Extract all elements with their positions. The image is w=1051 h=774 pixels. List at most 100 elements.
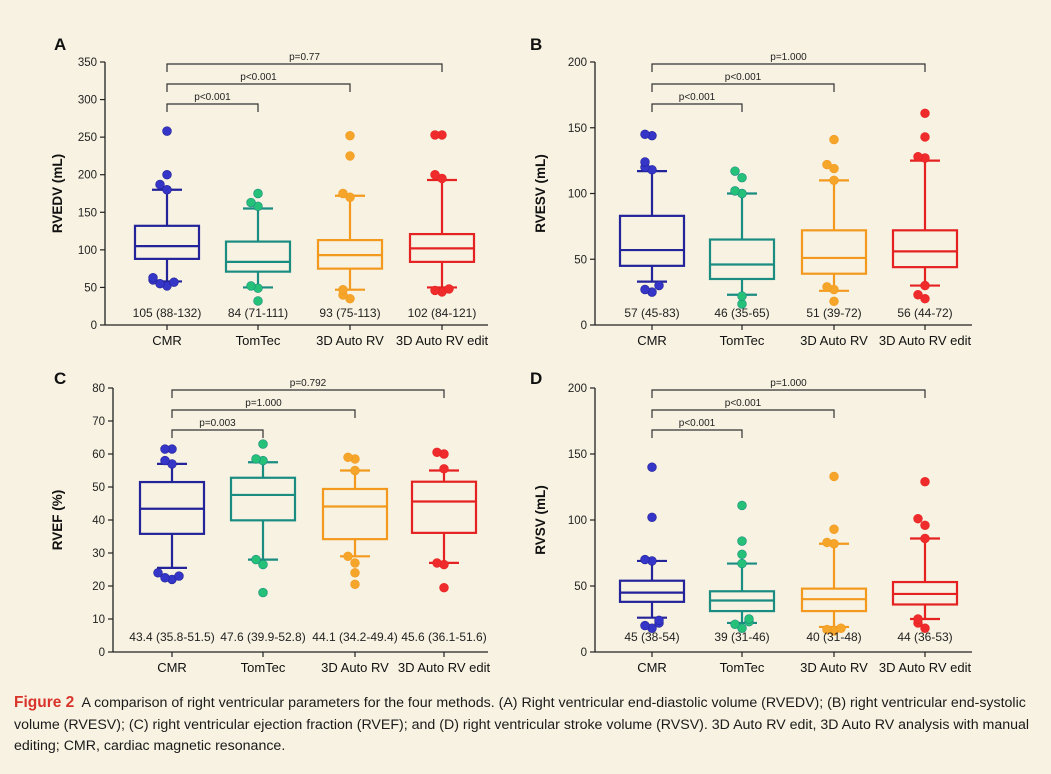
outlier-point [640, 284, 650, 295]
outlier-point [920, 280, 930, 291]
box-3d-auto-rv: 93 (75-113) [316, 130, 384, 320]
x-tick-label: 3D Auto RV edit [879, 660, 972, 675]
outlier-point [737, 549, 747, 560]
box-3d-auto-rv-edit: 45.6 (36.1-51.6) [401, 447, 487, 644]
outlier-point [913, 513, 923, 524]
outlier-point [439, 464, 449, 474]
box-tomtec: 46 (35-65) [708, 166, 776, 320]
y-tick-label: 150 [568, 123, 587, 135]
box-3d-auto-rv: 51 (39-72) [800, 134, 868, 320]
outlier-point [155, 179, 165, 190]
y-tick-label: 150 [568, 449, 587, 461]
box-iqr [224, 240, 292, 273]
box-3d-auto-rv-edit: 56 (44-72) [891, 108, 959, 320]
y-tick-label: 60 [92, 449, 105, 461]
x-tick-label: TomTec [241, 660, 286, 675]
summary-label: 45.6 (36.1-51.6) [401, 630, 486, 644]
y-tick-label: 200 [568, 383, 587, 395]
panel-a: A 0 50 100 150 200 250 300 350 RVEDV (mL) CMR TomTe… [50, 35, 489, 348]
outlier-point [430, 170, 440, 180]
summary-label: 39 (31-46) [714, 630, 769, 644]
outlier-point [640, 554, 650, 565]
outlier-point [350, 568, 360, 578]
bracket-line [651, 389, 926, 398]
outlier-point [432, 447, 442, 458]
box-cmr: 45 (38-54) [618, 462, 686, 644]
outlier-point [338, 188, 348, 199]
outlier-point [920, 108, 930, 118]
x-tick-label: 3D Auto RV [800, 660, 868, 675]
box-iqr [410, 480, 478, 534]
y-tick-label: 0 [91, 320, 97, 332]
outlier-point [350, 558, 360, 568]
outlier-point [913, 151, 923, 162]
outlier-point [162, 126, 172, 136]
summary-label: 45 (38-54) [624, 630, 679, 644]
box-tomtec: 84 (71-111) [224, 188, 292, 320]
outlier-point [251, 454, 261, 464]
box-iqr [133, 224, 201, 260]
p-value-label: p<0.001 [725, 72, 762, 83]
panel-c: C 0 10 20 30 40 50 60 70 80 RVEF (%) CMR TomTec 3D Au… [50, 369, 491, 675]
outlier-point [654, 615, 664, 626]
bracket-line [171, 429, 264, 438]
y-tick-label: 70 [92, 416, 105, 428]
outlier-point [169, 277, 179, 287]
p-value-label: p=0.792 [290, 378, 327, 389]
summary-label: 51 (39-72) [806, 306, 861, 320]
x-tick-label: CMR [637, 660, 667, 675]
box-iqr [800, 229, 868, 275]
p-value-label: p=1.000 [770, 378, 807, 389]
outlier-point [160, 573, 170, 583]
outlier-point [640, 129, 650, 140]
y-tick-label: 0 [581, 320, 587, 332]
box-tomtec: 47.6 (39.9-52.8) [220, 439, 306, 644]
x-tick-label: CMR [637, 333, 667, 348]
box-3d-auto-rv-edit: 102 (84-121) [408, 130, 476, 320]
bracket-line [171, 409, 356, 418]
x-tick-label: CMR [157, 660, 187, 675]
outlier-point [338, 284, 348, 295]
caption-label: Figure 2 [14, 694, 75, 711]
outlier-point [350, 465, 360, 476]
y-tick-label: 300 [78, 95, 97, 107]
x-tick-label: CMR [152, 333, 182, 348]
panel-d: D 0 50 100 150 200 RVSV (mL) CMR TomTec 3D Auto R… [530, 369, 972, 675]
outlier-point [920, 623, 930, 633]
outlier-point [647, 462, 657, 472]
comparison-bracket: p<0.001 [651, 418, 743, 438]
panel-letter: C [54, 369, 66, 388]
box-iqr [229, 476, 297, 522]
y-tick-label: 100 [78, 245, 97, 257]
p-value-label: p<0.001 [679, 418, 716, 429]
outlier-point [246, 281, 256, 291]
outlier-point [829, 524, 839, 534]
box-iqr [321, 487, 389, 541]
outlier-point [444, 284, 454, 294]
outlier-point [730, 186, 740, 196]
outlier-point [647, 512, 657, 523]
summary-label: 40 (31-48) [806, 630, 861, 644]
outlier-point [343, 551, 353, 561]
outlier-point [920, 533, 930, 544]
outlier-point [345, 130, 355, 141]
x-tick-label: 3D Auto RV [316, 333, 384, 348]
outlier-point [148, 272, 158, 283]
outlier-point [654, 280, 664, 291]
outlier-point [160, 455, 170, 466]
bracket-line [651, 103, 743, 112]
outlier-point [829, 163, 839, 174]
y-tick-label: 350 [78, 57, 97, 69]
outlier-point [343, 452, 353, 462]
summary-label: 93 (75-113) [319, 306, 380, 320]
y-tick-label: 30 [92, 548, 105, 560]
bracket-line [651, 83, 835, 92]
summary-label: 84 (71-111) [228, 306, 288, 320]
x-tick-label: 3D Auto RV edit [879, 333, 972, 348]
comparison-bracket: p<0.001 [166, 72, 351, 92]
x-tick-label: 3D Auto RV [321, 660, 389, 675]
outlier-point [432, 558, 442, 568]
outlier-point [258, 587, 268, 598]
comparison-bracket: p<0.001 [651, 398, 835, 418]
